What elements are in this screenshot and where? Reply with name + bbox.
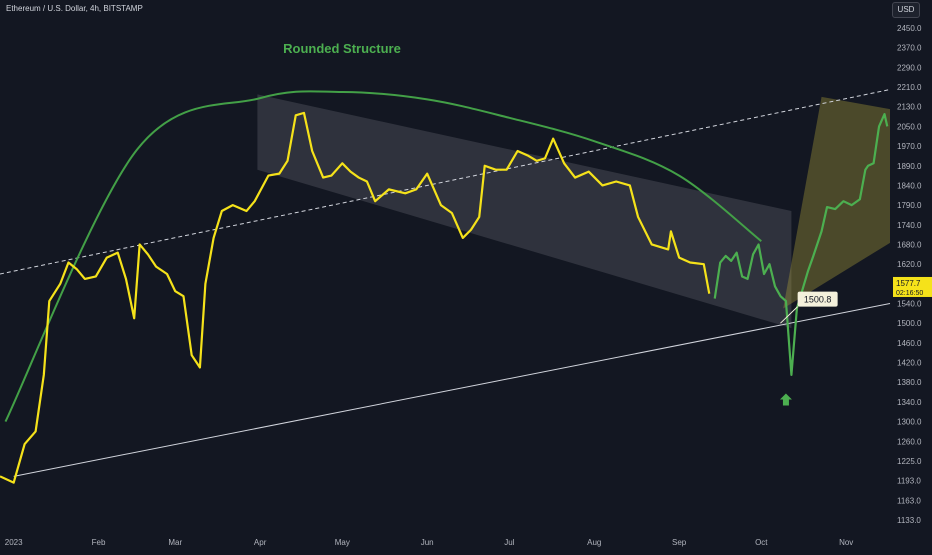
y-tick-label: 1540.0 bbox=[897, 300, 922, 309]
last-price-label: 1577.7 bbox=[896, 279, 921, 288]
x-tick-label: 2023 bbox=[5, 538, 23, 547]
y-tick-label: 1840.0 bbox=[897, 181, 922, 190]
symbol-title: Ethereum / U.S. Dollar, 4h, BITSTAMP bbox=[6, 4, 143, 13]
currency-button[interactable]: USD bbox=[892, 2, 920, 18]
y-tick-label: 1680.0 bbox=[897, 240, 922, 249]
x-tick-label: Oct bbox=[755, 538, 768, 547]
y-tick-label: 1970.0 bbox=[897, 142, 922, 151]
price-series-yellow bbox=[0, 111, 711, 484]
axes-layer: 2450.0 2370.0 2290.0 2210.0 2130.0 2050.0 1970… bbox=[5, 24, 932, 547]
trendlines-layer bbox=[0, 89, 891, 477]
y-tick-label: 1460.0 bbox=[897, 339, 922, 348]
x-tick-label: Feb bbox=[92, 538, 106, 547]
channel-zone bbox=[257, 94, 792, 329]
x-tick-label: May bbox=[335, 538, 350, 547]
y-tick-label: 2450.0 bbox=[897, 24, 922, 33]
zones-layer bbox=[257, 94, 890, 329]
rounded-structure-arc bbox=[4, 90, 762, 423]
y-tick-label: 1193.0 bbox=[897, 477, 921, 486]
y-tick-label: 2130.0 bbox=[897, 103, 922, 112]
y-tick-label: 1420.0 bbox=[897, 359, 922, 368]
y-tick-label: 2050.0 bbox=[897, 122, 922, 131]
x-tick-label: Jun bbox=[421, 538, 434, 547]
x-tick-label: Sep bbox=[672, 538, 687, 547]
y-tick-label: 2370.0 bbox=[897, 44, 922, 53]
y-tick-label: 1500.0 bbox=[897, 319, 922, 328]
y-tick-label: 2210.0 bbox=[897, 83, 922, 92]
up-arrow-icon bbox=[779, 393, 792, 406]
price-callout-label: 1500.8 bbox=[804, 295, 832, 305]
rounded-structure-label: Rounded Structure bbox=[283, 41, 401, 56]
y-tick-label: 1133.0 bbox=[897, 516, 921, 525]
y-tick-label: 2290.0 bbox=[897, 63, 922, 72]
resistance-trendline bbox=[0, 89, 891, 275]
x-tick-label: Mar bbox=[168, 538, 182, 547]
annotations-layer: Rounded Structure 1500.8 bbox=[283, 41, 838, 406]
x-tick-label: Nov bbox=[839, 538, 853, 547]
y-tick-label: 1260.0 bbox=[897, 437, 922, 446]
x-tick-label: Aug bbox=[587, 538, 601, 547]
y-tick-label: 1380.0 bbox=[897, 378, 922, 387]
target-zone bbox=[783, 96, 890, 309]
x-tick-label: Jul bbox=[504, 538, 514, 547]
y-tick-label: 1163.0 bbox=[897, 496, 921, 505]
y-tick-label: 1225.0 bbox=[897, 457, 922, 466]
y-tick-label: 1300.0 bbox=[897, 418, 922, 427]
series-layer bbox=[0, 111, 889, 484]
y-tick-label: 1890.0 bbox=[897, 162, 922, 171]
last-price-badge bbox=[893, 276, 932, 297]
y-tick-label: 1790.0 bbox=[897, 201, 922, 210]
y-tick-label: 1340.0 bbox=[897, 398, 922, 407]
price-series-green bbox=[713, 112, 889, 376]
y-tick-label: 1740.0 bbox=[897, 221, 922, 230]
y-tick-label: 1620.0 bbox=[897, 260, 922, 269]
countdown-label: 02:16:50 bbox=[896, 290, 923, 297]
price-callout-pointer bbox=[780, 306, 798, 324]
price-callout-box bbox=[797, 291, 838, 307]
support-trendline bbox=[13, 303, 891, 477]
x-tick-label: Apr bbox=[254, 538, 267, 547]
